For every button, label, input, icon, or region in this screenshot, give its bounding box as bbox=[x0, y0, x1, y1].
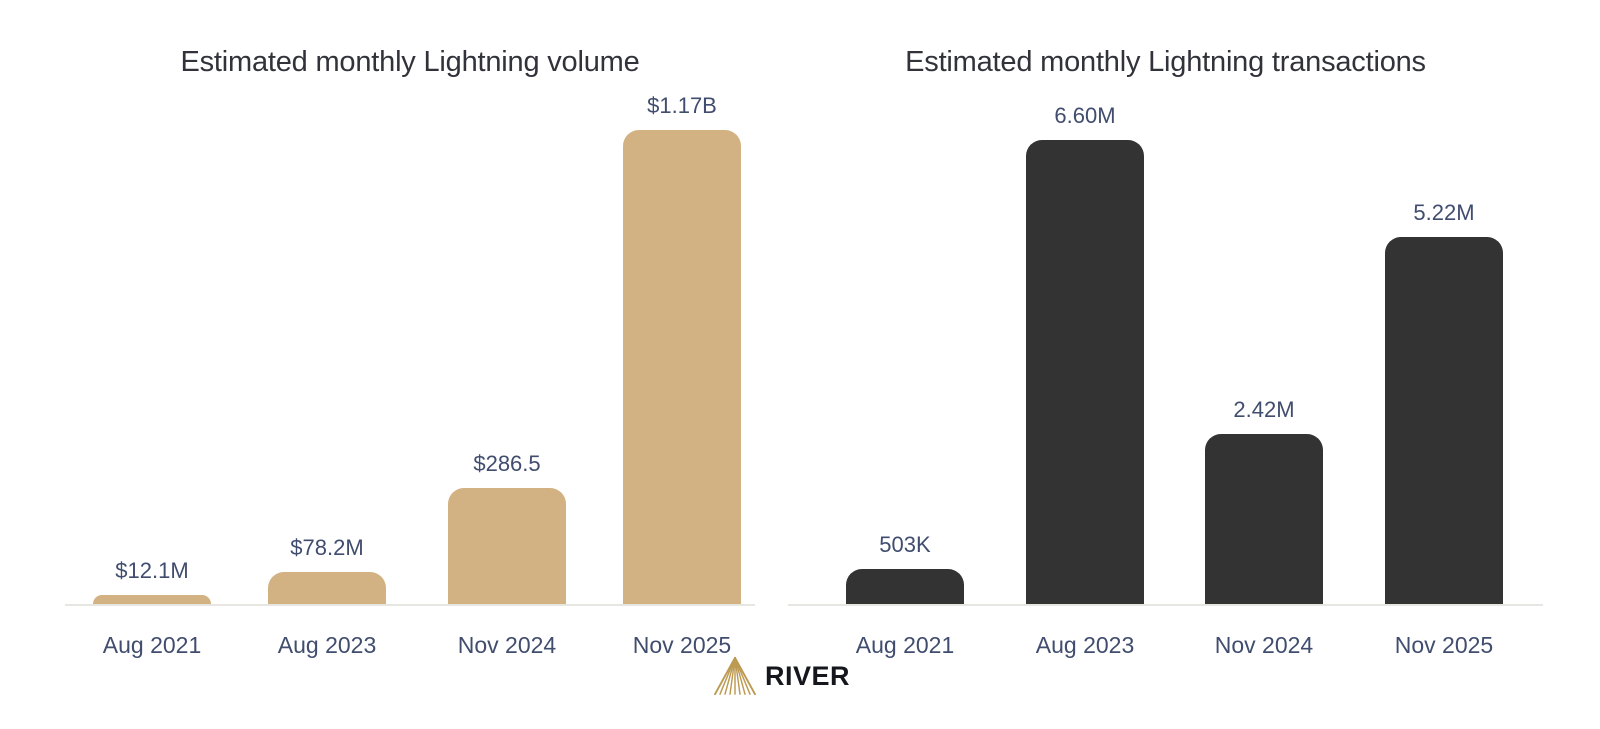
river-rays-icon bbox=[714, 656, 756, 696]
bar-value-label: $286.5 bbox=[473, 451, 541, 476]
x-axis-label: Nov 2024 bbox=[1214, 632, 1314, 658]
bar-value-label: 6.60M bbox=[1054, 103, 1116, 128]
x-axis-label: Aug 2021 bbox=[102, 632, 202, 658]
bar-value-label: 503K bbox=[879, 532, 931, 557]
bar-column: 6.60M bbox=[1010, 103, 1160, 604]
bar-value-label: $1.17B bbox=[647, 93, 717, 118]
x-axis-labels-volume: Aug 2021 Aug 2023 Nov 2024 Nov 2025 bbox=[65, 606, 755, 658]
bar-column: $1.17B bbox=[607, 93, 757, 604]
bar-column: 503K bbox=[830, 532, 980, 604]
chart-lightning-volume: Estimated monthly Lightning volume $12.1… bbox=[65, 44, 757, 658]
bar bbox=[846, 569, 964, 604]
x-axis-label: Aug 2021 bbox=[855, 632, 955, 658]
x-axis-label: Nov 2024 bbox=[457, 632, 557, 658]
bar bbox=[623, 130, 741, 604]
bar-value-label: 2.42M bbox=[1233, 397, 1295, 422]
bar bbox=[1026, 140, 1144, 604]
bar-value-label: 5.22M bbox=[1413, 200, 1475, 225]
x-axis-labels-transactions: Aug 2021 Aug 2023 Nov 2024 Nov 2025 bbox=[788, 606, 1543, 658]
x-axis-label: Nov 2025 bbox=[632, 632, 732, 658]
chart-title-volume: Estimated monthly Lightning volume bbox=[180, 46, 640, 78]
bar-value-label: $78.2M bbox=[290, 535, 364, 560]
x-axis-label: Nov 2025 bbox=[1394, 632, 1494, 658]
bar-column: 5.22M bbox=[1369, 200, 1519, 604]
brand-footer: RIVER bbox=[712, 656, 850, 696]
bar-column: $286.5 bbox=[432, 451, 582, 604]
bar bbox=[93, 595, 211, 604]
bar bbox=[1205, 434, 1323, 604]
x-axis-label: Aug 2023 bbox=[277, 632, 377, 658]
bar bbox=[268, 572, 386, 604]
bar bbox=[448, 488, 566, 604]
bar-columns-transactions: 503K 6.60M 2.42M 5.22M bbox=[788, 94, 1543, 606]
bar-value-label: $12.1M bbox=[115, 558, 189, 583]
brand-name: RIVER bbox=[765, 660, 851, 691]
bar-column: 2.42M bbox=[1189, 397, 1339, 604]
chart-lightning-transactions: Estimated monthly Lightning transactions… bbox=[788, 44, 1543, 658]
bar-columns-volume: $12.1M $78.2M $286.5 $1.17B bbox=[65, 93, 757, 606]
plot-area-transactions: 503K 6.60M 2.42M 5.22M Aug 2021 Aug 2023 Nov … bbox=[788, 94, 1543, 658]
plot-area-volume: $12.1M $78.2M $286.5 $1.17B Aug 2021 Aug 202… bbox=[65, 93, 757, 658]
chart-title-transactions: Estimated monthly Lightning transactions bbox=[905, 46, 1426, 78]
bar-column: $78.2M bbox=[252, 535, 402, 604]
bar bbox=[1385, 237, 1503, 604]
bar-column: $12.1M bbox=[77, 558, 227, 604]
x-axis-label: Aug 2023 bbox=[1035, 632, 1135, 658]
